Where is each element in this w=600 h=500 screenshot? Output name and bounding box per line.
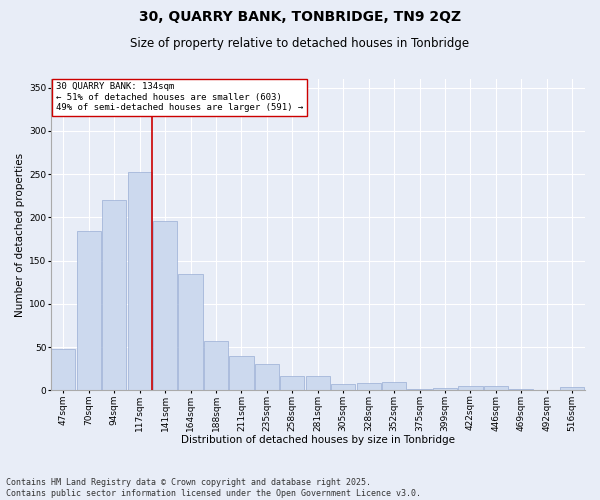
Bar — [178, 274, 203, 390]
Text: Contains HM Land Registry data © Crown copyright and database right 2025.
Contai: Contains HM Land Registry data © Crown c… — [6, 478, 421, 498]
Text: Size of property relative to detached houses in Tonbridge: Size of property relative to detached ho… — [130, 38, 470, 51]
Bar — [484, 386, 508, 390]
Bar — [433, 388, 457, 390]
Text: 30, QUARRY BANK, TONBRIDGE, TN9 2QZ: 30, QUARRY BANK, TONBRIDGE, TN9 2QZ — [139, 10, 461, 24]
Bar — [560, 387, 584, 390]
Bar — [153, 221, 177, 390]
Bar — [382, 382, 406, 390]
Bar — [458, 386, 482, 390]
Y-axis label: Number of detached properties: Number of detached properties — [15, 152, 25, 316]
Bar — [306, 376, 330, 390]
X-axis label: Distribution of detached houses by size in Tonbridge: Distribution of detached houses by size … — [181, 435, 455, 445]
Bar — [331, 384, 355, 390]
Bar — [356, 382, 381, 390]
Bar — [509, 388, 533, 390]
Bar — [77, 231, 101, 390]
Bar — [128, 172, 152, 390]
Bar — [51, 349, 76, 391]
Bar — [102, 200, 126, 390]
Bar — [229, 356, 254, 390]
Bar — [255, 364, 279, 390]
Text: 30 QUARRY BANK: 134sqm
← 51% of detached houses are smaller (603)
49% of semi-de: 30 QUARRY BANK: 134sqm ← 51% of detached… — [56, 82, 303, 112]
Bar — [204, 341, 228, 390]
Bar — [407, 388, 431, 390]
Bar — [280, 376, 304, 390]
